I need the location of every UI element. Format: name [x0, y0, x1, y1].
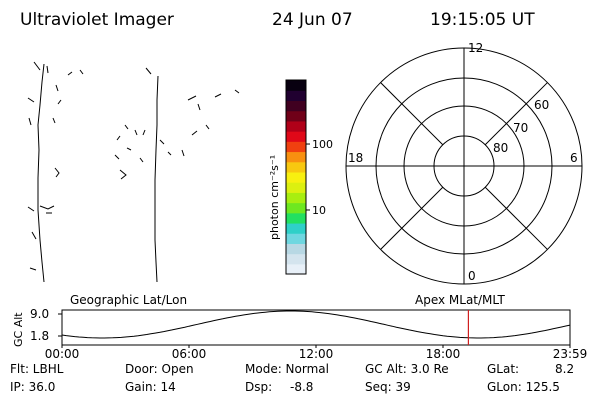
intensity-colorbar: 100 10 — [285, 79, 333, 275]
timeline-x-tick-label: 06:00 — [172, 347, 207, 361]
colorbar-band — [286, 141, 306, 153]
colorbar-band — [286, 171, 306, 183]
mlt-label: 18 — [348, 151, 363, 165]
latitude-label: 60 — [534, 98, 549, 112]
coastline-east — [154, 75, 159, 283]
colorbar-band — [286, 100, 306, 112]
header-time: 19:15:05 UT — [430, 10, 535, 30]
status-panel: Flt: LBHL IP: 36.0 Door: Open Gain: 14 M… — [10, 362, 574, 394]
diagonal-line — [484, 82, 548, 146]
timeline-y-axis-label: GC Alt — [12, 312, 25, 347]
timeline-y-tick-bottom: 1.8 — [30, 329, 49, 343]
colorbar-band — [286, 120, 306, 132]
field-ip: IP: 36.0 — [10, 380, 55, 394]
colorbar-band — [286, 131, 306, 142]
field-dsp-value: -8.8 — [290, 380, 313, 394]
colorbar-band — [286, 110, 306, 122]
field-dsp: Dsp: — [245, 380, 272, 394]
colorbar-band — [286, 222, 306, 234]
colorbar-band — [286, 80, 306, 91]
field-flt: Flt: LBHL — [10, 362, 64, 376]
timeline-x-tick-label: 23:59 — [553, 347, 588, 361]
field-glat: GLat: — [487, 362, 519, 376]
diagonal-line — [484, 186, 548, 250]
colorbar-axis-label: photon cm⁻²s⁻¹ — [268, 155, 281, 240]
colorbar-band — [286, 192, 306, 204]
timeline-left-label: Geographic Lat/Lon — [70, 293, 187, 307]
diagonal-line — [380, 82, 444, 146]
field-door: Door: Open — [125, 362, 194, 376]
latitude-label: 70 — [513, 121, 528, 135]
colorbar-band — [286, 161, 306, 173]
field-glon: GLon: 125.5 — [487, 380, 560, 394]
colorbar-band — [286, 202, 306, 214]
mlt-label: 0 — [468, 269, 476, 283]
geographic-map — [27, 61, 240, 283]
mlt-label: 12 — [468, 41, 483, 55]
colorbar-band — [286, 212, 306, 224]
island-fragments — [27, 61, 240, 271]
field-gain: Gain: 14 — [125, 380, 176, 394]
field-gc-alt: GC Alt: 3.0 Re — [365, 362, 449, 376]
timeline-right-label: Apex MLat/MLT — [415, 293, 505, 307]
diagonal-line — [380, 186, 444, 250]
colorbar-band — [286, 243, 306, 255]
latitude-label: 80 — [493, 141, 508, 155]
colorbar-tick-label: 10 — [312, 204, 326, 217]
colorbar-frame — [285, 79, 307, 275]
coastline-west — [37, 63, 45, 283]
colorbar-band — [286, 90, 306, 102]
colorbar-band — [286, 263, 306, 275]
timeline-x-tick-label: 18:00 — [426, 347, 461, 361]
colorbar-tick-label: 100 — [312, 138, 333, 151]
header-date: 24 Jun 07 — [272, 10, 353, 30]
altitude-timeline: 00:00 06:00 12:00 18:00 23:59 — [45, 309, 588, 361]
timeline-frame — [61, 309, 571, 346]
colorbar-band — [286, 151, 306, 163]
altitude-curve — [61, 310, 571, 339]
timeline-x-tick-label: 00:00 — [45, 347, 80, 361]
colorbar-band — [286, 182, 306, 193]
timeline-x-tick-label: 12:00 — [299, 347, 334, 361]
field-mode: Mode: Normal — [245, 362, 329, 376]
timeline-y-tick-top: 9.0 — [30, 307, 49, 321]
colorbar-band — [286, 233, 306, 244]
mlt-label: 6 — [570, 151, 578, 165]
app-title: Ultraviolet Imager — [20, 10, 174, 30]
field-seq: Seq: 39 — [365, 380, 411, 394]
field-glat-value: 8.2 — [555, 362, 574, 376]
colorbar-band — [286, 253, 306, 265]
